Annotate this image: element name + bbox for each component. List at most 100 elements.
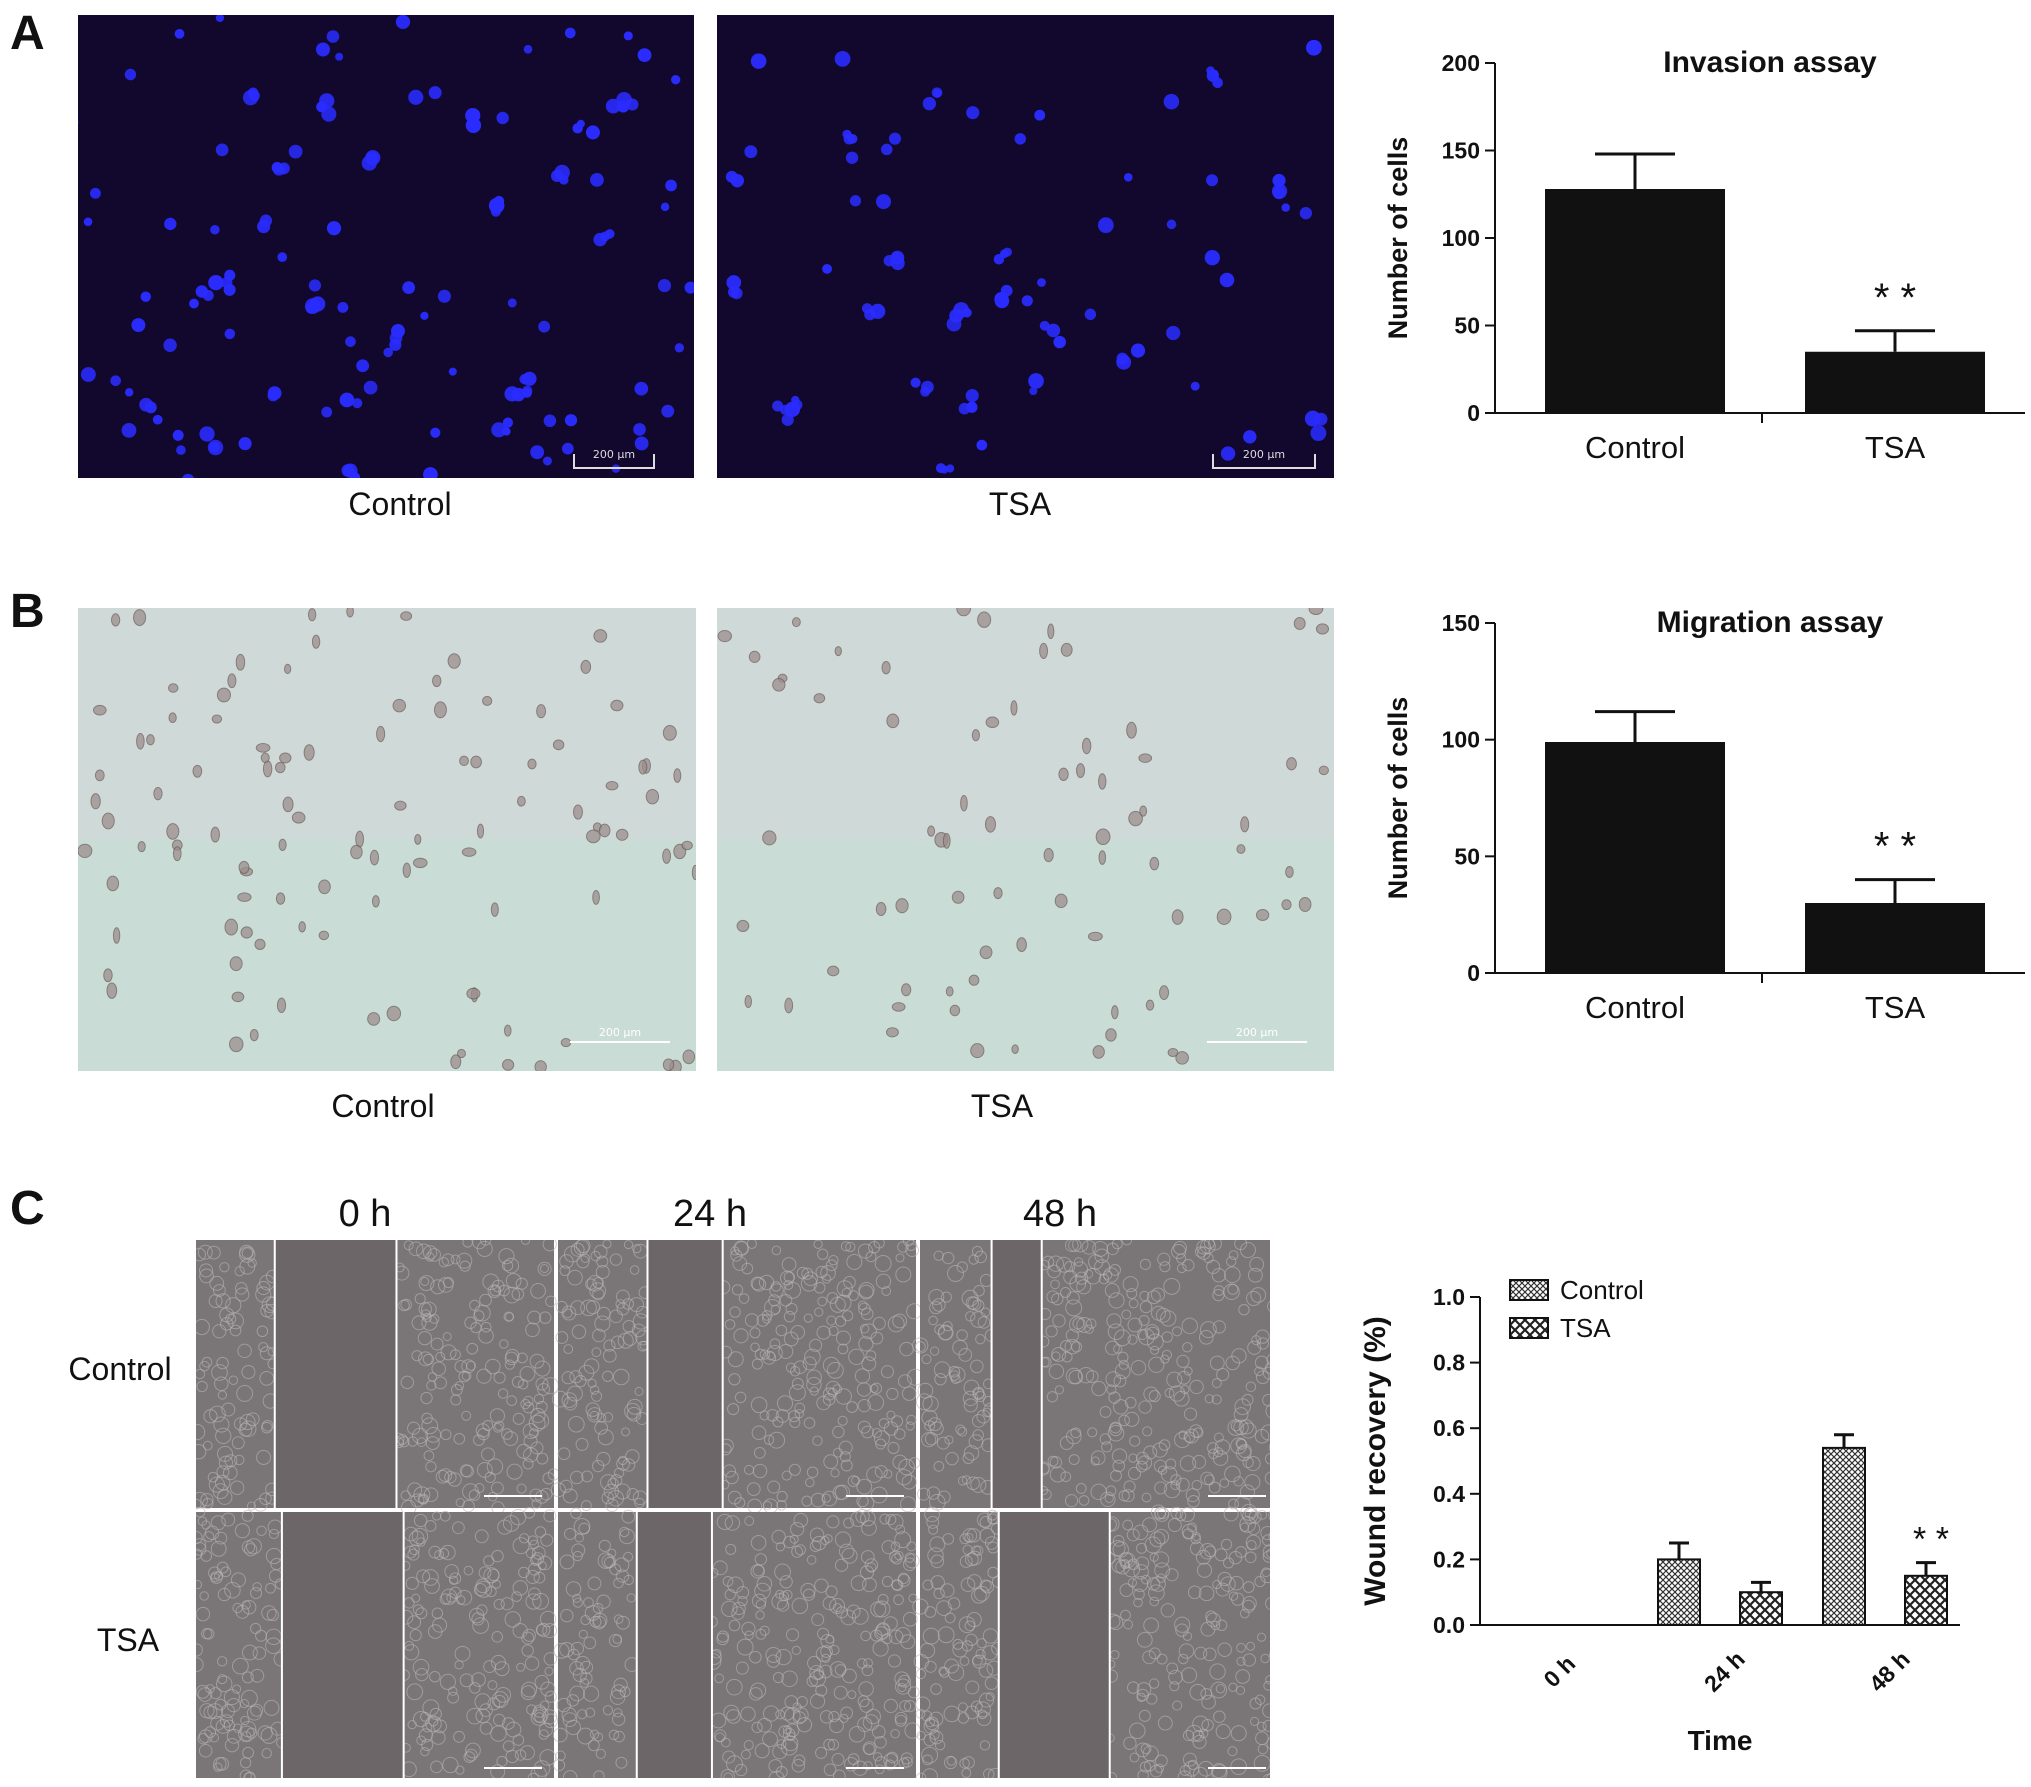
cell: [461, 847, 477, 857]
y-tick-label: 100: [1442, 225, 1480, 251]
x-tick-label: Control: [1585, 990, 1685, 1025]
cell: [891, 1002, 906, 1012]
caption-a-tsa: TSA: [988, 486, 1052, 522]
wound-healing-grid: [196, 1240, 1270, 1778]
caption-b-control: Control: [331, 1088, 435, 1124]
cell: [470, 755, 482, 769]
nucleus: [345, 336, 356, 347]
y-tick-label: 0.8: [1433, 1350, 1465, 1376]
nucleus: [326, 30, 340, 43]
cell: [748, 650, 761, 663]
nucleus: [242, 89, 259, 106]
cell: [1281, 899, 1292, 911]
time-header-24h: 24 h: [673, 1193, 747, 1235]
nucleus: [365, 152, 378, 165]
nucleus: [423, 467, 438, 478]
y-tick-label: 0: [1467, 960, 1480, 986]
nucleus: [842, 129, 852, 139]
cell: [552, 739, 565, 751]
cell: [593, 629, 608, 643]
cell: [951, 890, 965, 904]
cell: [1171, 909, 1184, 925]
nucleus: [1021, 295, 1033, 307]
cell: [1285, 865, 1294, 878]
nucleus: [623, 31, 633, 41]
nucleus: [870, 303, 886, 319]
bar-tsa: [1805, 903, 1985, 973]
nucleus: [224, 269, 236, 281]
cell: [192, 764, 203, 778]
nucleus: [572, 123, 583, 134]
cell: [112, 927, 121, 944]
legend-label: Control: [1560, 1275, 1644, 1305]
nucleus: [437, 289, 451, 303]
nucleus: [1212, 77, 1223, 89]
significance-marker: * *: [1874, 825, 1916, 869]
cell: [1060, 642, 1073, 657]
cell: [168, 683, 179, 693]
cell: [168, 712, 177, 724]
cell: [949, 1004, 961, 1017]
cell: [94, 769, 105, 782]
cell: [482, 695, 493, 706]
x-tick-label: 48 h: [1864, 1646, 1915, 1697]
cell: [942, 833, 951, 849]
cell: [886, 713, 900, 729]
bar-tsa: [1904, 1574, 1948, 1626]
nucleus: [395, 15, 411, 29]
nucleus: [671, 75, 681, 85]
nucleus: [124, 388, 134, 397]
cell: [459, 755, 469, 767]
nucleus: [80, 367, 96, 382]
time-header-0h: 0 h: [338, 1193, 392, 1235]
nucleus: [665, 179, 677, 192]
nucleus: [1310, 425, 1327, 442]
nucleus: [163, 338, 177, 352]
y-tick-label: 150: [1442, 138, 1480, 164]
nucleus: [507, 298, 517, 308]
nucleus: [1281, 203, 1290, 212]
wound-gap: [998, 1512, 1110, 1778]
nucleus: [420, 311, 429, 320]
cell: [1216, 908, 1232, 925]
nucleus: [315, 42, 331, 57]
nucleus: [491, 422, 507, 438]
cell: [279, 752, 292, 764]
nucleus: [633, 423, 646, 436]
cell: [1098, 773, 1107, 790]
nucleus: [637, 48, 652, 63]
cell: [984, 816, 996, 833]
wound-gap: [636, 1512, 712, 1778]
nucleus: [781, 413, 794, 426]
nucleus: [152, 414, 163, 425]
chart-title: Invasion assay: [1663, 46, 1877, 79]
cell: [262, 760, 273, 778]
cell: [1175, 1051, 1189, 1065]
bar-control: [1545, 189, 1725, 413]
cell: [371, 895, 380, 908]
nucleus: [363, 380, 378, 395]
cell: [517, 795, 526, 807]
cell: [146, 734, 155, 746]
cell: [476, 823, 485, 839]
nucleus: [1204, 250, 1220, 266]
cell: [1087, 931, 1103, 942]
nucleus: [341, 464, 355, 477]
nucleus: [910, 377, 921, 388]
cell: [827, 965, 840, 977]
nucleus: [308, 279, 322, 292]
y-tick-label: 0.6: [1433, 1415, 1465, 1441]
cell: [662, 725, 677, 741]
chart-title: Migration assay: [1657, 606, 1884, 639]
nucleus: [561, 442, 574, 455]
cell: [369, 849, 380, 866]
x-tick-label: TSA: [1865, 430, 1926, 465]
cell: [895, 898, 909, 914]
cell: [255, 742, 271, 753]
cell: [260, 752, 270, 764]
cell: [249, 1028, 259, 1042]
cell: [346, 608, 354, 618]
nucleus: [1166, 325, 1181, 341]
cell: [92, 704, 107, 716]
cell: [960, 794, 968, 812]
